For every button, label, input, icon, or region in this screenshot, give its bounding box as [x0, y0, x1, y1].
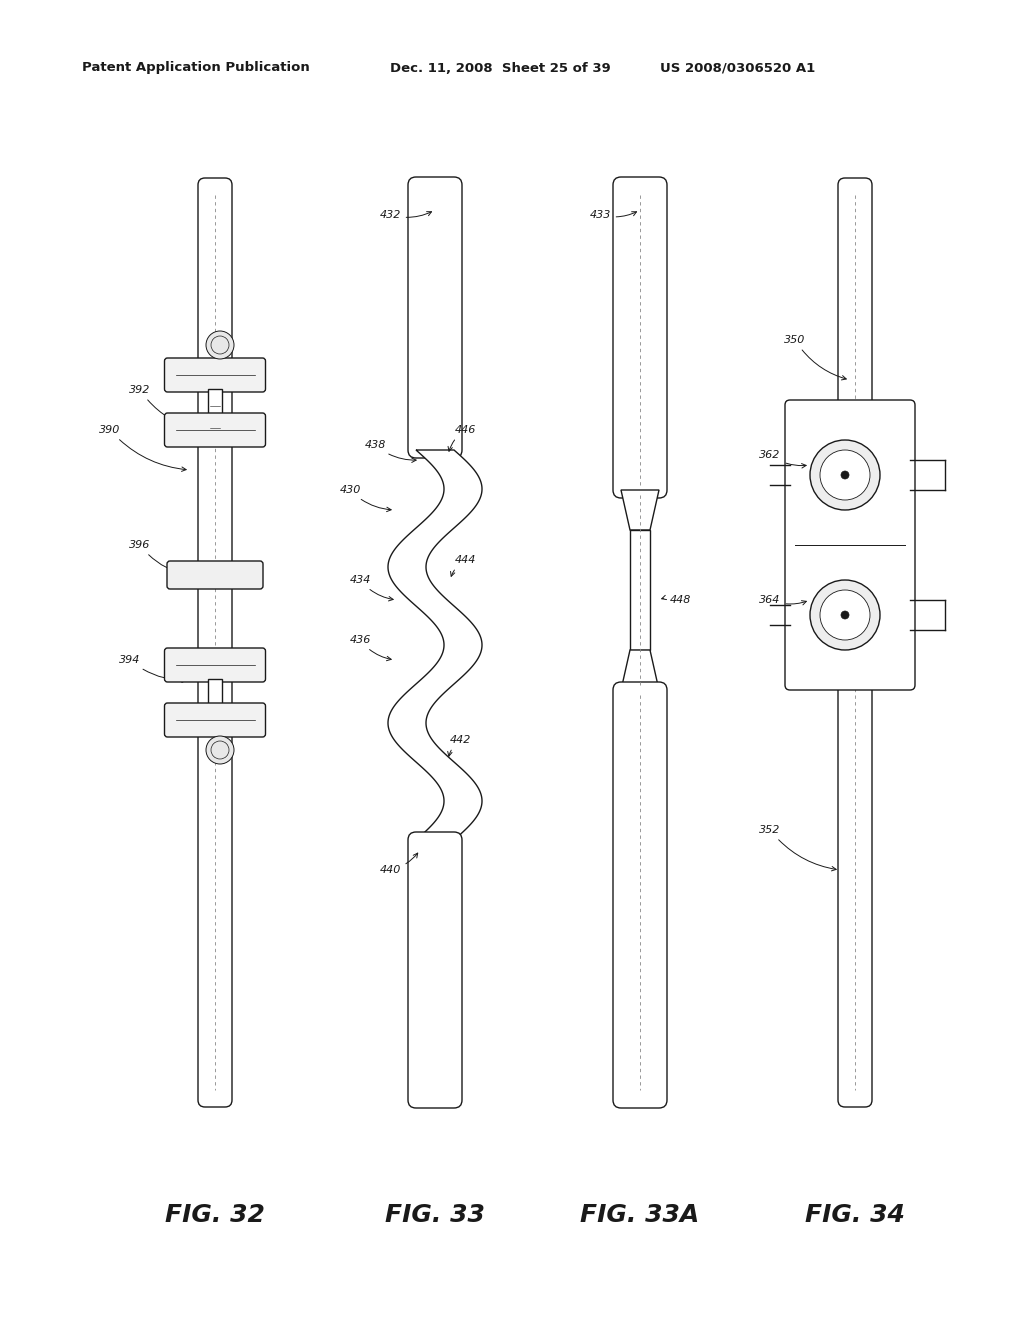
Text: Patent Application Publication: Patent Application Publication	[82, 62, 309, 74]
Text: FIG. 32: FIG. 32	[165, 1203, 265, 1228]
Circle shape	[810, 579, 880, 649]
FancyBboxPatch shape	[165, 648, 265, 682]
Text: 442: 442	[447, 735, 471, 756]
Text: 364: 364	[760, 595, 806, 605]
Text: FIG. 33A: FIG. 33A	[581, 1203, 699, 1228]
Text: 433: 433	[590, 210, 637, 220]
Text: 434: 434	[349, 576, 393, 601]
Text: 438: 438	[365, 440, 416, 462]
Text: 436: 436	[349, 635, 391, 661]
Circle shape	[820, 450, 870, 500]
Circle shape	[206, 737, 234, 764]
Text: FIG. 34: FIG. 34	[805, 1203, 905, 1228]
Text: Dec. 11, 2008  Sheet 25 of 39: Dec. 11, 2008 Sheet 25 of 39	[390, 62, 610, 74]
Text: 448: 448	[662, 595, 690, 605]
Polygon shape	[621, 649, 659, 690]
Circle shape	[810, 440, 880, 510]
Text: 350: 350	[784, 335, 846, 380]
Bar	[630, 531, 650, 649]
Circle shape	[841, 611, 849, 619]
Text: 390: 390	[99, 425, 186, 471]
FancyBboxPatch shape	[165, 704, 265, 737]
FancyBboxPatch shape	[613, 177, 667, 498]
FancyBboxPatch shape	[408, 177, 462, 458]
Circle shape	[841, 471, 849, 479]
Circle shape	[206, 331, 234, 359]
FancyBboxPatch shape	[165, 413, 265, 447]
FancyBboxPatch shape	[785, 400, 915, 690]
FancyBboxPatch shape	[165, 358, 265, 392]
Polygon shape	[621, 490, 659, 531]
Circle shape	[820, 590, 870, 640]
FancyBboxPatch shape	[838, 178, 872, 1107]
Text: 362: 362	[760, 450, 806, 469]
Bar	[208, 678, 222, 734]
Text: 352: 352	[760, 825, 837, 871]
FancyBboxPatch shape	[167, 561, 263, 589]
Text: 392: 392	[129, 385, 197, 430]
Bar	[208, 389, 222, 444]
Text: 396: 396	[129, 540, 186, 576]
FancyBboxPatch shape	[408, 832, 462, 1107]
Text: FIG. 33: FIG. 33	[385, 1203, 485, 1228]
FancyBboxPatch shape	[198, 178, 232, 1107]
Text: 446: 446	[449, 425, 476, 451]
Text: 432: 432	[379, 210, 431, 220]
Polygon shape	[388, 450, 482, 840]
Text: 394: 394	[120, 655, 186, 682]
Text: 430: 430	[339, 484, 391, 512]
Text: 440: 440	[379, 853, 418, 875]
FancyBboxPatch shape	[613, 682, 667, 1107]
Text: 444: 444	[451, 554, 476, 577]
Text: US 2008/0306520 A1: US 2008/0306520 A1	[660, 62, 815, 74]
